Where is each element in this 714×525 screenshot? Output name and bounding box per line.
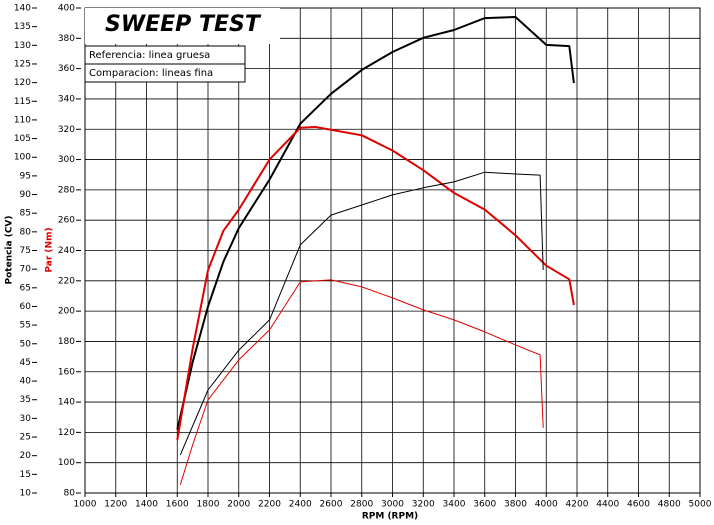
legend-text: Comparacion: lineas fina (89, 68, 213, 79)
y-tick-label: 115 (14, 97, 31, 107)
y-tick-label: 50 (20, 339, 32, 349)
series-line (176, 16, 575, 430)
y-tick-label: 70 (20, 265, 32, 275)
x-tick-label: 3000 (381, 500, 404, 510)
y2-tick-label: 140 (58, 398, 75, 408)
y-tick-label: 55 (20, 321, 31, 331)
x-tick-label: 4600 (627, 500, 650, 510)
y-axis-label: Potencia (CV) (5, 215, 15, 284)
legend-text: Referencia: linea gruesa (89, 50, 210, 61)
x-tick-label: 4200 (566, 500, 589, 510)
y-tick-label: 65 (20, 283, 31, 293)
x-tick-label: 2000 (227, 500, 250, 510)
x-tick-label: 2400 (289, 500, 312, 510)
y2-tick-label: 100 (58, 458, 75, 468)
y-tick-label: 35 (20, 395, 31, 405)
y-tick-label: 135 (14, 22, 31, 32)
y2-tick-label: 80 (64, 489, 76, 499)
x-tick-label: 1600 (166, 500, 189, 510)
y-tick-label: 80 (20, 227, 32, 237)
y2-tick-label: 200 (58, 307, 75, 317)
x-tick-label: 1400 (135, 500, 158, 510)
x-tick-label: 3600 (473, 500, 496, 510)
y2-tick-label: 160 (58, 367, 75, 377)
plot-frame (84, 7, 701, 494)
y-tick-label: 30 (20, 414, 32, 424)
y-tick-label: 140 (14, 4, 31, 14)
y-tick-label: 120 (14, 78, 31, 88)
y2-tick-label: 260 (58, 216, 75, 226)
y-tick-label: 40 (20, 377, 32, 387)
y-tick-label: 60 (20, 302, 32, 312)
y-tick-label: 25 (20, 433, 31, 443)
x-tick-label: 2200 (258, 500, 281, 510)
legend-box (84, 63, 246, 83)
title-box (85, 8, 280, 44)
y-tick-label: 90 (20, 190, 32, 200)
y2-tick-label: 300 (58, 155, 75, 165)
y-tick-label: 100 (14, 153, 31, 163)
y-tick-label: 10 (20, 489, 32, 499)
y-tick-label: 105 (14, 134, 31, 144)
y2-tick-label: 340 (58, 94, 75, 104)
series-line (179, 279, 544, 485)
x-tick-label: 1000 (74, 500, 97, 510)
x-tick-label: 1800 (197, 500, 220, 510)
y-tick-label: 125 (14, 59, 31, 69)
y2-axis-label: Par (Nm) (45, 227, 55, 272)
x-tick-label: 4400 (596, 500, 619, 510)
y2-tick-label: 400 (58, 4, 75, 14)
x-tick-label: 1200 (104, 500, 127, 510)
x-tick-label: 3400 (443, 500, 466, 510)
x-tick-label: 4800 (658, 500, 681, 510)
y-tick-label: 45 (20, 358, 31, 368)
chart-title: SWEEP TEST (105, 12, 262, 37)
series-line (176, 126, 575, 441)
x-tick-label: 4000 (535, 500, 558, 510)
y2-tick-label: 240 (58, 246, 75, 256)
y-tick-label: 130 (14, 41, 31, 51)
y-tick-label: 110 (14, 115, 31, 125)
y2-tick-label: 120 (58, 428, 75, 438)
x-tick-label: 2600 (320, 500, 343, 510)
x-tick-label: 5000 (689, 500, 712, 510)
y-tick-label: 15 (20, 470, 31, 480)
y2-tick-label: 180 (58, 337, 75, 347)
series-line (179, 171, 544, 456)
y-tick-label: 20 (20, 451, 32, 461)
x-tick-label: 3200 (412, 500, 435, 510)
x-axis-label: RPM (RPM) (362, 512, 418, 522)
x-tick-label: 2800 (350, 500, 373, 510)
y2-tick-label: 360 (58, 64, 75, 74)
y-tick-label: 75 (20, 246, 31, 256)
y-tick-label: 85 (20, 209, 31, 219)
y2-tick-label: 380 (58, 34, 75, 44)
y2-tick-label: 320 (58, 125, 75, 135)
y2-tick-label: 280 (58, 185, 75, 195)
y-tick-label: 95 (20, 171, 31, 181)
y2-tick-label: 220 (58, 276, 75, 286)
x-tick-label: 3800 (504, 500, 527, 510)
